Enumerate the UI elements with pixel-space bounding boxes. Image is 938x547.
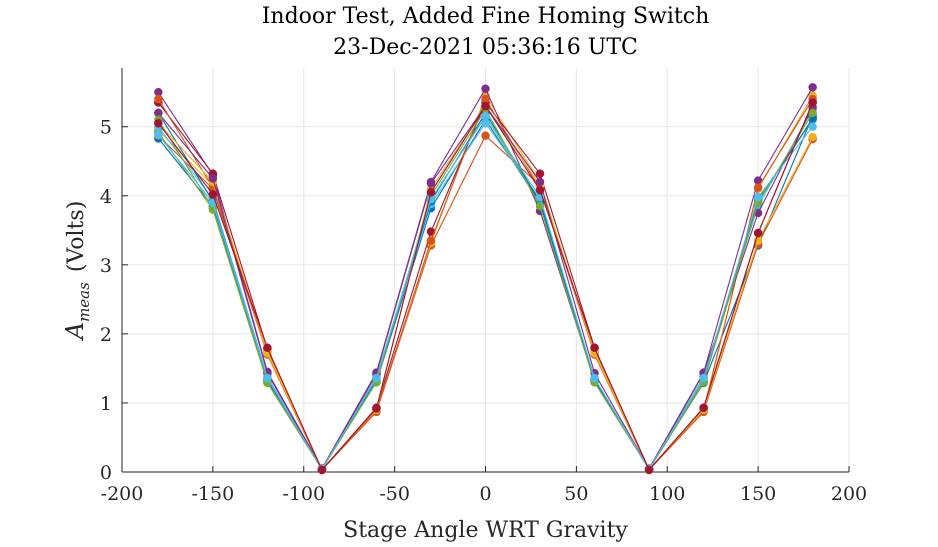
data-point [808, 98, 817, 107]
data-point [590, 373, 599, 383]
data-point [808, 132, 817, 142]
x-tick-label: -100 [282, 483, 325, 505]
data-point [535, 185, 545, 195]
chart-subtitle: 23-Dec-2021 05:36:16 UTC [333, 35, 638, 60]
data-point [699, 403, 708, 413]
data-point [699, 373, 708, 383]
y-axis-label-unit: (Volts) [64, 201, 89, 272]
data-point [753, 192, 763, 202]
y-tick-label: 1 [100, 393, 112, 415]
y-tick-label: 3 [100, 255, 112, 277]
data-point [481, 112, 490, 121]
x-tick-label: 100 [649, 483, 685, 505]
data-point [263, 343, 272, 352]
data-point [154, 94, 163, 104]
y-axis-label: Ameas (Volts) [61, 201, 93, 342]
data-point [808, 83, 817, 92]
data-point [753, 228, 763, 238]
y-axis-ticks: 0 1 2 3 4 5 [100, 117, 128, 484]
series-group [154, 83, 817, 475]
chart-title: Indoor Test, Added Fine Homing Switch [262, 4, 710, 29]
data-point [426, 188, 436, 197]
x-tick-label: -200 [101, 483, 144, 505]
y-tick-label: 4 [100, 186, 112, 208]
grid-lines [121, 68, 850, 473]
data-point [644, 465, 654, 475]
data-point [426, 236, 436, 245]
data-point [535, 177, 545, 187]
x-tick-label: -150 [192, 483, 235, 505]
data-point [426, 179, 436, 188]
x-axis-label: Stage Angle WRT Gravity [343, 518, 628, 543]
data-point [317, 465, 327, 475]
y-axis-label-subscript: meas [75, 282, 93, 322]
data-point [481, 131, 490, 140]
x-tick-label: 50 [564, 483, 588, 505]
y-axis-label-symbol: A [61, 322, 89, 341]
data-point [590, 343, 599, 352]
data-point [753, 183, 763, 192]
x-tick-label: 200 [831, 483, 867, 505]
data-point [154, 130, 163, 140]
data-point [372, 404, 381, 413]
x-tick-label: 0 [479, 483, 491, 505]
x-axis-ticks: -200 -150 -100 -50 0 50 100 150 200 [101, 466, 867, 505]
y-tick-label: 5 [100, 117, 112, 139]
series-14 [154, 98, 817, 475]
data-point [208, 190, 218, 199]
data-point [535, 169, 545, 178]
data-point [481, 101, 490, 111]
data-point [808, 122, 817, 131]
data-point [154, 118, 163, 128]
y-tick-label: 0 [100, 462, 112, 484]
y-tick-label: 2 [100, 324, 112, 346]
data-point [208, 174, 218, 183]
x-tick-label: -50 [379, 483, 410, 505]
data-point [372, 373, 381, 383]
x-tick-label: 150 [740, 483, 776, 505]
data-point [263, 373, 272, 383]
data-point [481, 84, 490, 93]
